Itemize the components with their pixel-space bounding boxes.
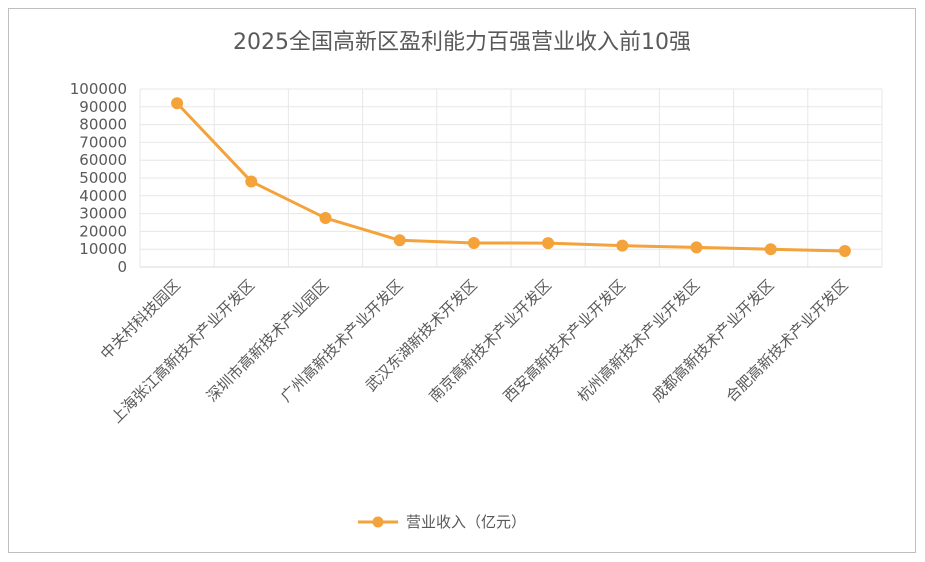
legend-label: 营业收入（亿元）	[406, 513, 526, 531]
x-category-label: 上海张江高新技术产业开发区	[108, 276, 259, 427]
chart-title: 2025全国高新区盈利能力百强营业收入前10强	[233, 30, 691, 55]
y-axis-ticks: 0100002000030000400005000060000700008000…	[70, 80, 127, 276]
y-tick-label: 80000	[79, 116, 127, 134]
data-point-marker	[245, 175, 258, 188]
x-category-label: 杭州高新技术产业开发区	[574, 276, 703, 405]
data-point-marker	[690, 241, 703, 254]
data-point-marker	[319, 212, 332, 225]
chart-frame	[8, 8, 916, 553]
x-category-label: 深圳市高新技术产业园区	[203, 276, 332, 405]
data-point-marker	[838, 244, 851, 257]
y-tick-label: 10000	[79, 240, 127, 258]
x-category-label: 合肥高新技术产业开发区	[722, 276, 851, 405]
y-tick-label: 40000	[79, 187, 127, 205]
y-tick-label: 20000	[79, 222, 127, 240]
grid-lines	[139, 88, 883, 268]
legend-marker	[372, 516, 384, 528]
x-category-label: 西安高新技术产业开发区	[500, 276, 629, 405]
legend: 营业收入（亿元）	[358, 513, 526, 531]
data-point-marker	[542, 237, 555, 250]
y-tick-label: 50000	[79, 169, 127, 187]
data-point-marker	[467, 236, 480, 249]
y-tick-label: 70000	[79, 133, 127, 151]
y-tick-label: 0	[117, 258, 127, 276]
x-category-label: 南京高新技术产业开发区	[426, 276, 555, 405]
y-tick-label: 90000	[79, 98, 127, 116]
y-tick-label: 100000	[70, 80, 127, 98]
data-point-marker	[764, 243, 777, 256]
y-tick-label: 60000	[79, 151, 127, 169]
x-axis-categories: 中关村科技园区上海张江高新技术产业开发区深圳市高新技术产业园区广州高新技术产业开…	[97, 276, 852, 427]
data-point-marker	[616, 239, 629, 252]
series-layer	[171, 97, 851, 257]
x-category-label: 广州高新技术产业开发区	[277, 276, 406, 405]
y-tick-label: 30000	[79, 205, 127, 223]
series-line	[176, 102, 845, 253]
x-category-label: 成都高新技术产业开发区	[648, 276, 777, 405]
data-point-marker	[171, 97, 184, 110]
data-point-marker	[393, 234, 406, 247]
